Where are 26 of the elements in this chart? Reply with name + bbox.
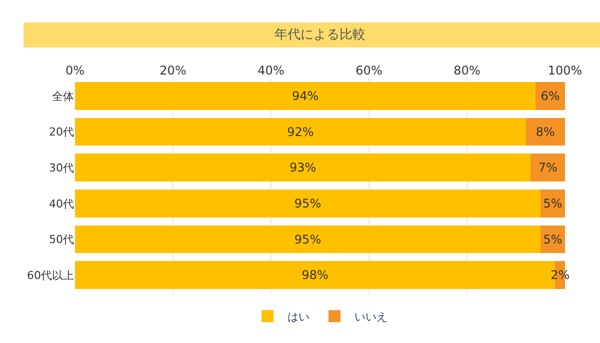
data-label: 6% (540, 88, 560, 103)
x-tick-label: 60% (356, 64, 382, 78)
x-tick-label: 20% (160, 64, 186, 78)
x-tick-label: 0% (65, 64, 85, 78)
data-label: 94% (292, 88, 319, 103)
x-tick-label: 80% (454, 64, 480, 78)
data-label: 95% (294, 232, 322, 246)
y-tick-label: 20代 (49, 126, 74, 139)
y-tick-label: 30代 (49, 161, 74, 174)
data-label: 5% (543, 196, 562, 210)
data-label: 95% (294, 196, 322, 210)
data-label: 93% (290, 160, 316, 175)
data-label: 98% (302, 268, 328, 282)
y-tick-label: 60代以上 (27, 268, 74, 282)
y-tick-label: 50代 (49, 233, 74, 246)
x-tick-label: 100% (548, 64, 582, 78)
data-label: 92% (287, 124, 314, 139)
legend-label: いいえ (354, 310, 388, 324)
data-label: 7% (538, 160, 558, 175)
x-tick-label: 40% (258, 64, 284, 78)
data-label: 5% (543, 232, 562, 246)
data-label: 8% (536, 124, 555, 139)
legend-label: はい (288, 310, 310, 324)
chart-title: 年代による比較 (274, 28, 366, 42)
y-tick-label: 全体 (52, 90, 74, 103)
y-tick-label: 40代 (49, 197, 74, 210)
